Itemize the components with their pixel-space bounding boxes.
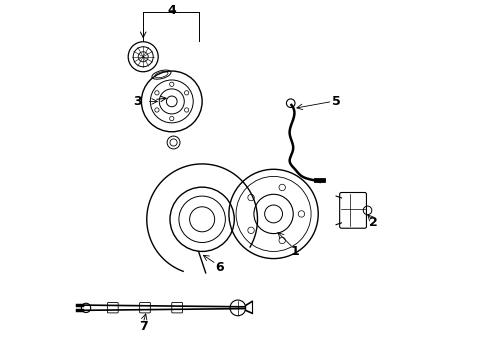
Text: 3: 3: [133, 95, 142, 108]
Text: 4: 4: [168, 4, 176, 17]
Text: 2: 2: [369, 216, 378, 229]
Text: 7: 7: [139, 320, 147, 333]
Text: 6: 6: [216, 261, 224, 274]
Text: 1: 1: [291, 245, 299, 258]
Text: 5: 5: [332, 95, 341, 108]
